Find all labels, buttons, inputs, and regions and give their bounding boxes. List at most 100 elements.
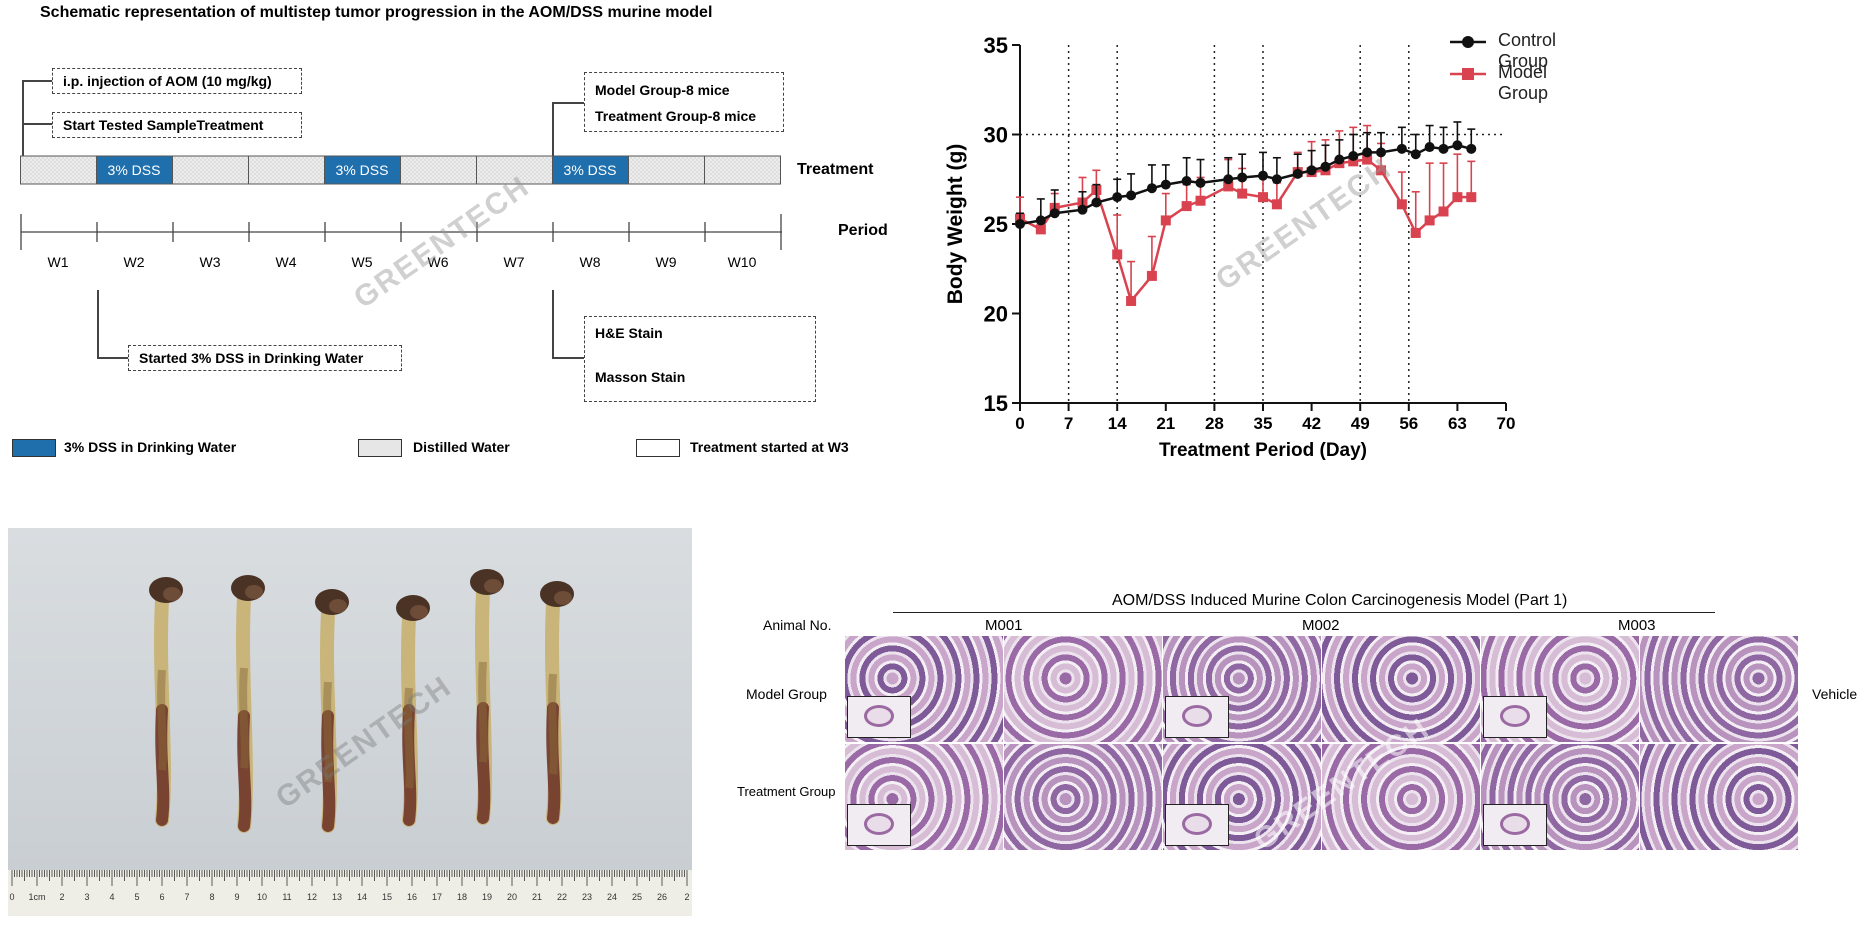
control-point bbox=[1223, 174, 1234, 185]
legend-model: Model Group bbox=[1498, 62, 1549, 103]
dss-cell-label: 3% DSS bbox=[108, 162, 161, 178]
legend-label-dss: 3% DSS in Drinking Water bbox=[64, 439, 237, 455]
week-label: W10 bbox=[727, 254, 757, 270]
control-point bbox=[1091, 197, 1102, 208]
y-axis-label: Body Weight (g) bbox=[944, 144, 967, 305]
model-point bbox=[1466, 192, 1477, 203]
histology-panel bbox=[845, 744, 1003, 850]
ruler: 0 1cm 2 3 4 5 6 7 8 9 10 11 12 13 14 15 16 17 18 19 20 21 22 23… bbox=[8, 870, 692, 916]
groups-box: Model Group-8 mice Treatment Group-8 mic… bbox=[584, 72, 784, 132]
ruler-label: 10 bbox=[257, 892, 267, 902]
water-cell bbox=[628, 155, 705, 185]
animal-m001: M001 bbox=[985, 617, 1023, 634]
week-label: W6 bbox=[427, 254, 449, 270]
control-point bbox=[1334, 154, 1345, 165]
colon-ring bbox=[1500, 813, 1530, 835]
week-label: W2 bbox=[123, 254, 145, 270]
x-tick-label: 21 bbox=[1156, 414, 1175, 433]
week-label: W8 bbox=[579, 254, 601, 270]
ruler-label: 21 bbox=[532, 892, 542, 902]
ruler-label: 12 bbox=[307, 892, 317, 902]
control-point bbox=[1146, 183, 1157, 194]
legend-swatch-water bbox=[358, 439, 402, 457]
ruler-label: 9 bbox=[234, 892, 239, 902]
row-treatment-group: Treatment Group bbox=[737, 784, 836, 799]
histology-panel bbox=[1481, 744, 1639, 850]
ruler-label: 3 bbox=[84, 892, 89, 902]
histology-panel bbox=[1640, 744, 1798, 850]
histology-panel bbox=[1163, 744, 1321, 850]
dss-note-box: Started 3% DSS in Drinking Water bbox=[128, 345, 402, 371]
bracket-line bbox=[22, 80, 52, 82]
series-line-model bbox=[1019, 158, 1472, 304]
ruler-label: 19 bbox=[482, 892, 492, 902]
ruler-label: 1cm bbox=[28, 892, 45, 902]
week-label: W5 bbox=[351, 254, 373, 270]
ruler-label: 0 bbox=[9, 892, 14, 902]
histology-panel bbox=[1481, 636, 1639, 742]
colon-photo: 0 1cm 2 3 4 5 6 7 8 9 10 11 12 13 14 15 16 17 18 19 20 21 22 23… bbox=[8, 528, 692, 916]
model-point bbox=[1438, 206, 1449, 217]
cross-section-thumbnail bbox=[1483, 804, 1547, 846]
cross-section-thumbnail bbox=[847, 804, 911, 846]
control-point bbox=[1348, 150, 1359, 161]
bracket-line bbox=[552, 357, 584, 359]
bracket-line bbox=[97, 290, 99, 358]
control-point bbox=[1258, 170, 1268, 181]
histology-panel bbox=[1004, 636, 1162, 742]
y-tick-label: 25 bbox=[984, 212, 1008, 237]
model-point bbox=[1271, 199, 1282, 210]
model-point bbox=[1348, 156, 1359, 167]
model-point bbox=[1258, 192, 1268, 203]
model-point bbox=[1126, 295, 1137, 306]
water-cell bbox=[248, 155, 325, 185]
colon-specimen bbox=[470, 569, 504, 825]
control-point bbox=[1181, 176, 1192, 187]
control-point bbox=[1466, 143, 1477, 154]
dss-cell bbox=[96, 155, 173, 185]
colon-ring bbox=[1500, 705, 1530, 727]
model-point bbox=[1410, 227, 1421, 238]
x-axis-label: Treatment Period (Day) bbox=[1159, 440, 1367, 461]
ruler-label: 20 bbox=[507, 892, 517, 902]
ruler-label: 4 bbox=[109, 892, 114, 902]
control-point bbox=[1049, 208, 1060, 219]
model-point bbox=[1181, 201, 1192, 212]
x-tick-label: 0 bbox=[1015, 414, 1024, 433]
legend-control: Control Group bbox=[1498, 30, 1557, 71]
x-tick-label: 7 bbox=[1064, 414, 1073, 433]
model-point bbox=[1160, 215, 1171, 226]
cross-section-thumbnail bbox=[1483, 696, 1547, 738]
legend-label-water: Distilled Water bbox=[413, 439, 510, 455]
y-tick-label: 30 bbox=[984, 123, 1008, 148]
treatment-label: Treatment bbox=[797, 161, 874, 178]
week-label: W9 bbox=[655, 254, 677, 270]
ruler-label: 24 bbox=[607, 892, 617, 902]
animal-no-label: Animal No. bbox=[763, 617, 832, 633]
x-tick-label: 63 bbox=[1448, 414, 1467, 433]
ruler-label: 26 bbox=[657, 892, 667, 902]
control-point bbox=[1452, 140, 1463, 151]
ruler-label: 2 bbox=[59, 892, 64, 902]
water-cell bbox=[400, 155, 477, 185]
week-label: W7 bbox=[503, 254, 525, 270]
colon-specimen bbox=[231, 575, 265, 833]
water-cell bbox=[172, 155, 249, 185]
control-point bbox=[1438, 143, 1449, 154]
model-point bbox=[1452, 192, 1463, 203]
model-point bbox=[1396, 199, 1407, 210]
period-timeline bbox=[20, 214, 782, 250]
y-tick-label: 35 bbox=[984, 33, 1008, 58]
week-label: W1 bbox=[47, 254, 69, 270]
bracket-line bbox=[552, 290, 554, 358]
colon-ring bbox=[864, 813, 894, 835]
ruler-label: 18 bbox=[457, 892, 467, 902]
control-point bbox=[1320, 161, 1331, 172]
model-point bbox=[1362, 154, 1373, 165]
x-tick-label: 35 bbox=[1254, 414, 1273, 433]
colon-specimens: 0 1cm 2 3 4 5 6 7 8 9 10 11 12 13 14 15 16 17 18 19 20 21 22 23… bbox=[8, 569, 692, 916]
control-point bbox=[1306, 165, 1317, 176]
control-point bbox=[1292, 168, 1303, 179]
colon-ring bbox=[1182, 705, 1212, 727]
dss-cell bbox=[324, 155, 401, 185]
